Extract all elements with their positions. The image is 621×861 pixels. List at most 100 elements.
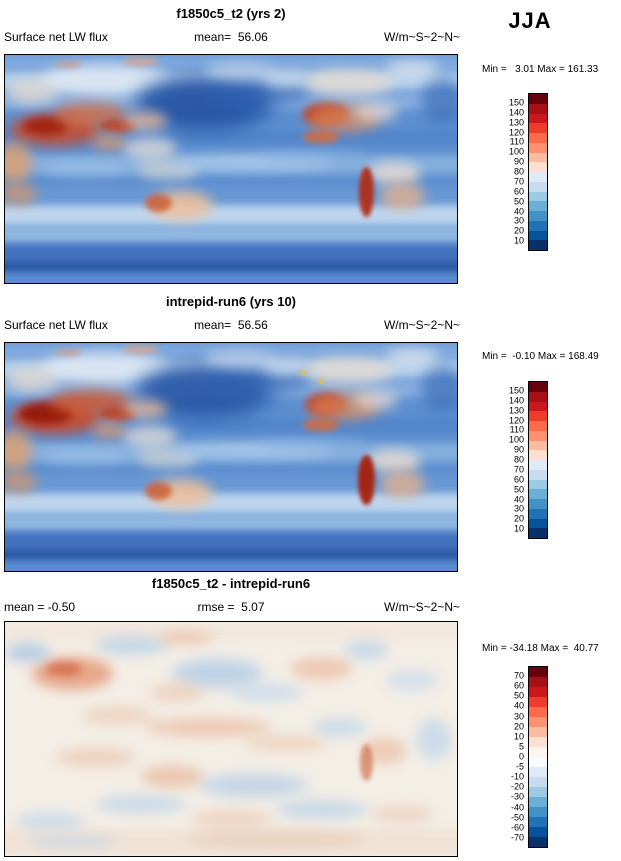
colorbar-swatches (528, 93, 548, 251)
colorbar-segment (529, 123, 547, 133)
colorbar-tick-label: 120 (508, 127, 524, 137)
map-blob (319, 379, 324, 385)
colorbar-segment (529, 827, 547, 837)
map-blob (149, 682, 204, 702)
colorbar-tick-label: -30 (510, 791, 524, 802)
units-label: W/m~S~2~N~ (383, 318, 460, 332)
map-band (5, 273, 457, 283)
map-blob (41, 162, 132, 176)
colorbar-segment (529, 230, 547, 241)
colorbar-tick-label: -60 (510, 822, 524, 833)
colorbar-segment (529, 94, 547, 104)
colorbar-segment (529, 667, 547, 677)
minmax-label: Min = 3.01 Max = 161.33 (482, 64, 599, 75)
colorbar-segment (529, 172, 547, 182)
colorbar-tick-label: 100 (508, 146, 524, 157)
map-blob (371, 804, 435, 824)
units-label: W/m~S~2~N~ (383, 600, 460, 614)
colorbar-tick-label: 10 (513, 731, 524, 742)
map-blob (136, 450, 200, 469)
map-blob (262, 68, 308, 87)
panel-title: f1850c5_t2 (yrs 2) (176, 6, 286, 21)
map-blob (384, 668, 439, 693)
map-blob (380, 182, 426, 211)
colorbar-segment (529, 421, 547, 431)
panel-case1: f1850c5_t2 (yrs 2) Surface net LW flux m… (0, 0, 621, 290)
map-blob (95, 636, 168, 655)
map-blob (122, 112, 168, 131)
colorbar-segment (529, 152, 547, 163)
colorbar-tick-label: 140 (508, 107, 524, 118)
colorbar-tick-label: 120 (508, 415, 524, 425)
map-blob (5, 182, 37, 206)
colorbar-segment (529, 479, 547, 490)
map-blob (122, 345, 159, 355)
colorbar-tick-label: 100 (508, 434, 524, 445)
map-case2 (4, 342, 458, 572)
season-label: JJA (508, 8, 552, 33)
colorbar-tick-label: 140 (508, 395, 524, 406)
map-blob (145, 717, 272, 737)
colorbar-swatches (528, 666, 548, 848)
map-blob (258, 437, 367, 449)
colorbar-segment (529, 499, 547, 509)
colorbar-segment (529, 191, 547, 202)
map-blob (158, 631, 213, 646)
panel-title: f1850c5_t2 - intrepid-run6 (151, 576, 311, 591)
colorbar-segment (529, 103, 547, 114)
colorbar-tick-label: 110 (509, 424, 524, 435)
colorbar-segment (529, 430, 547, 441)
colorbar-segment (529, 489, 547, 499)
map-case1 (4, 54, 458, 284)
map-blob (359, 743, 374, 782)
map-blob (45, 661, 82, 676)
colorbar-segment (529, 382, 547, 392)
colorbar-tick-label: -20 (510, 781, 524, 792)
colorbar-segment (529, 747, 547, 757)
map-blob (384, 347, 439, 366)
colorbar-segment (529, 837, 547, 847)
map-band (5, 187, 457, 206)
map-blob (5, 80, 60, 103)
colorbar-tick-label: 30 (513, 215, 524, 226)
minmax-label: Min = -34.18 Max = 40.77 (482, 643, 599, 654)
colorbar-segment (529, 727, 547, 737)
colorbar-segment (529, 757, 547, 767)
variable-label: Surface net LW flux (4, 30, 108, 44)
map-blob (90, 133, 128, 150)
colorbar-segment (529, 440, 547, 451)
map-band (5, 244, 457, 261)
colorbar-tick-label: 10 (513, 523, 524, 534)
colorbar-tick-label: 80 (513, 166, 524, 177)
map-blob (185, 830, 367, 849)
colorbar-segment (529, 707, 547, 717)
colorbar-tick-label: 20 (513, 721, 524, 732)
colorbar-tick-label: -5 (515, 761, 524, 772)
colorbar-segment (529, 201, 547, 211)
colorbar-segment (529, 450, 547, 460)
colorbar-tick-label: -10 (510, 771, 524, 782)
colorbar-tick-label: 110 (509, 136, 524, 147)
map-blob (27, 834, 118, 849)
map-band (5, 205, 457, 226)
map-band (5, 475, 457, 494)
colorbar-tick-label: -70 (510, 832, 524, 843)
mean-label: mean= 56.06 (194, 30, 268, 44)
map-blob (358, 454, 375, 505)
map-blob (140, 764, 204, 789)
colorbar-tick-label: 70 (513, 464, 524, 475)
map-blob (54, 60, 82, 68)
map-blob (353, 390, 399, 410)
map-blob (5, 141, 33, 183)
colorbar-tick-label: 70 (513, 670, 524, 681)
colorbar-segment (529, 411, 547, 421)
colorbar-tick-label: 150 (508, 385, 524, 396)
colorbar-segment (529, 469, 547, 480)
mean-label: mean = -0.50 (4, 600, 76, 614)
map-band (5, 548, 457, 562)
colorbar-tick-label: 50 (513, 690, 524, 701)
colorbar-tick-label: 60 (513, 680, 524, 691)
panel-difference: f1850c5_t2 - intrepid-run6 mean = -0.50 … (0, 570, 621, 860)
colorbar-tick-label: 130 (508, 405, 524, 416)
